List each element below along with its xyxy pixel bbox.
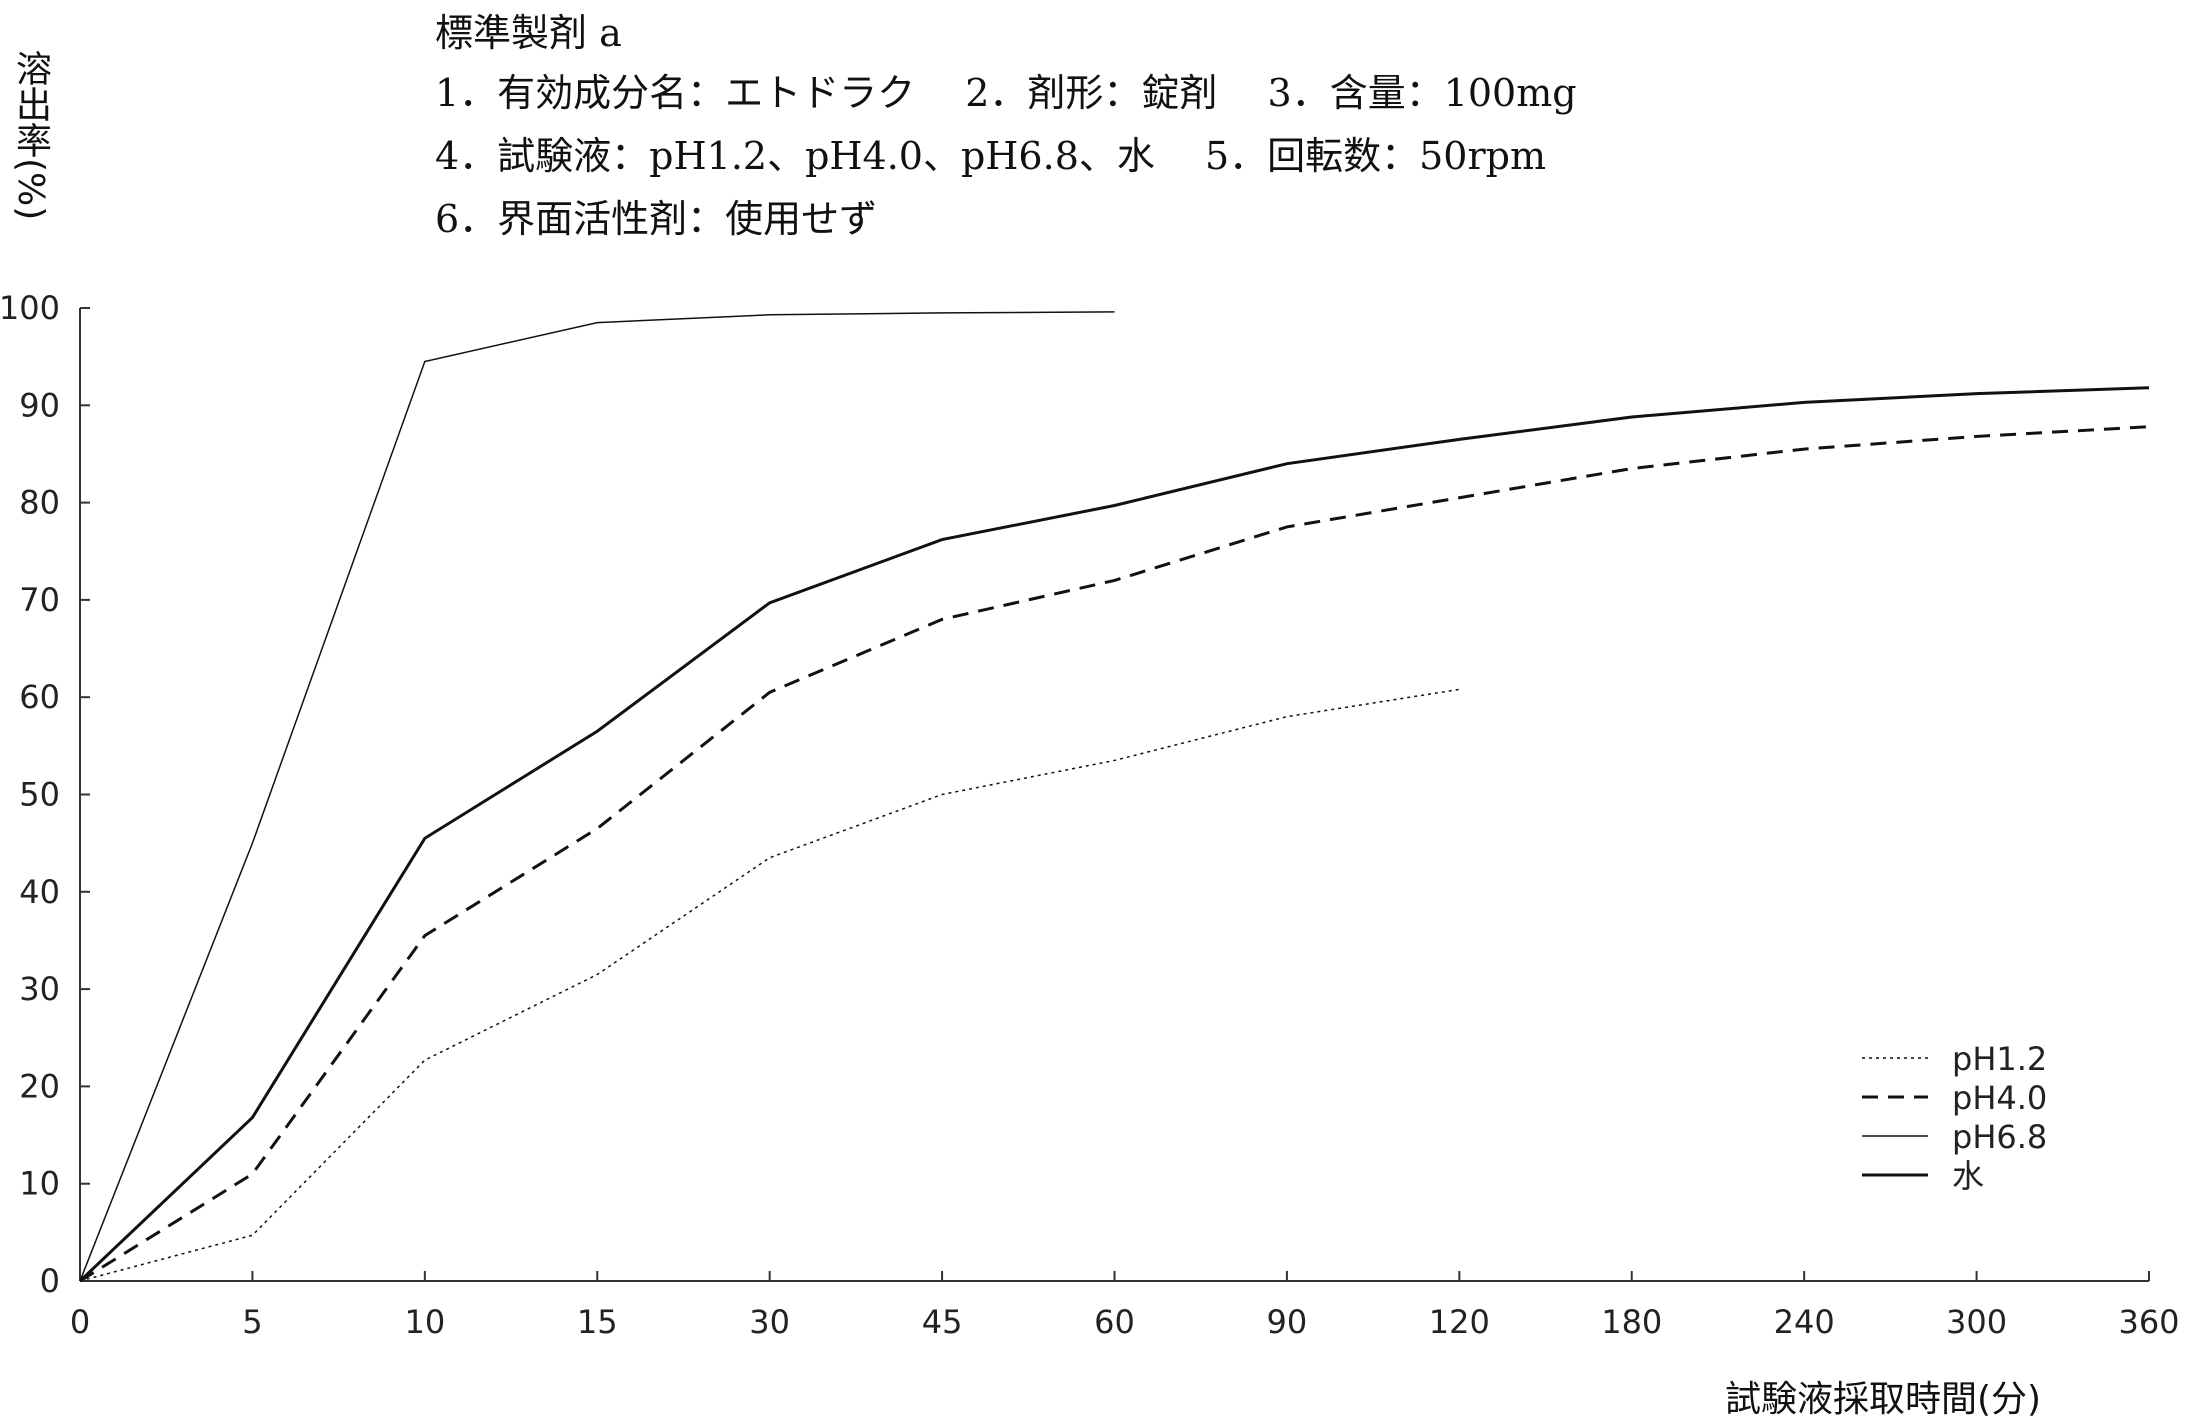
x-tick-label: 180 [1601,1303,1662,1341]
x-tick-label: 45 [922,1303,963,1341]
y-tick-label: 90 [19,386,60,424]
series-line-pH6.8 [79,311,1115,1282]
y-tick-label: 80 [19,484,60,522]
series-line-水 [78,386,2150,1283]
y-tick-label: 20 [19,1067,60,1105]
y-tick-label: 50 [19,776,60,814]
y-tick-label: 100 [0,289,60,327]
y-tick-label: 60 [19,678,60,716]
x-tick-label: 15 [577,1303,618,1341]
series-line-pH4.0 [79,425,2150,1283]
x-axis-label: 試験液採取時間(分) [1725,1379,2042,1420]
x-tick-label: 5 [242,1303,262,1341]
y-tick-label: 0 [40,1262,60,1300]
y-tick-label: 40 [19,873,60,911]
info-line-3: 6．界面活性剤：使用せず [435,197,878,241]
legend-label: pH4.0 [1952,1079,2047,1117]
x-tick-label: 10 [404,1303,445,1341]
chart-title: 標準製剤 a [435,11,622,55]
x-tick-label: 0 [70,1303,90,1341]
x-tick-label: 60 [1094,1303,1135,1341]
y-tick-label: 70 [19,581,60,619]
legend-label: pH1.2 [1952,1040,2047,1078]
x-tick-label: 300 [1946,1303,2007,1341]
x-tick-label: 90 [1267,1303,1308,1341]
x-tick-label: 240 [1774,1303,1835,1341]
series-line-pH1.2 [79,688,1460,1282]
x-tick-label: 360 [2118,1303,2179,1341]
legend-label: 水 [1952,1157,1984,1195]
y-axis-label: 溶出率(%) [10,50,51,221]
info-line-1: 1．有効成分名：エトドラク 2．剤形：錠剤 3．含量：100mg [435,71,1577,115]
info-line-2: 4．試験液：pH1.2、pH4.0、pH6.8、水 5．回転数：50rpm [435,134,1547,178]
legend-label: pH6.8 [1952,1118,2047,1156]
y-tick-label: 10 [19,1165,60,1203]
y-tick-label: 30 [19,970,60,1008]
x-tick-label: 30 [749,1303,790,1341]
x-tick-label: 120 [1429,1303,1490,1341]
